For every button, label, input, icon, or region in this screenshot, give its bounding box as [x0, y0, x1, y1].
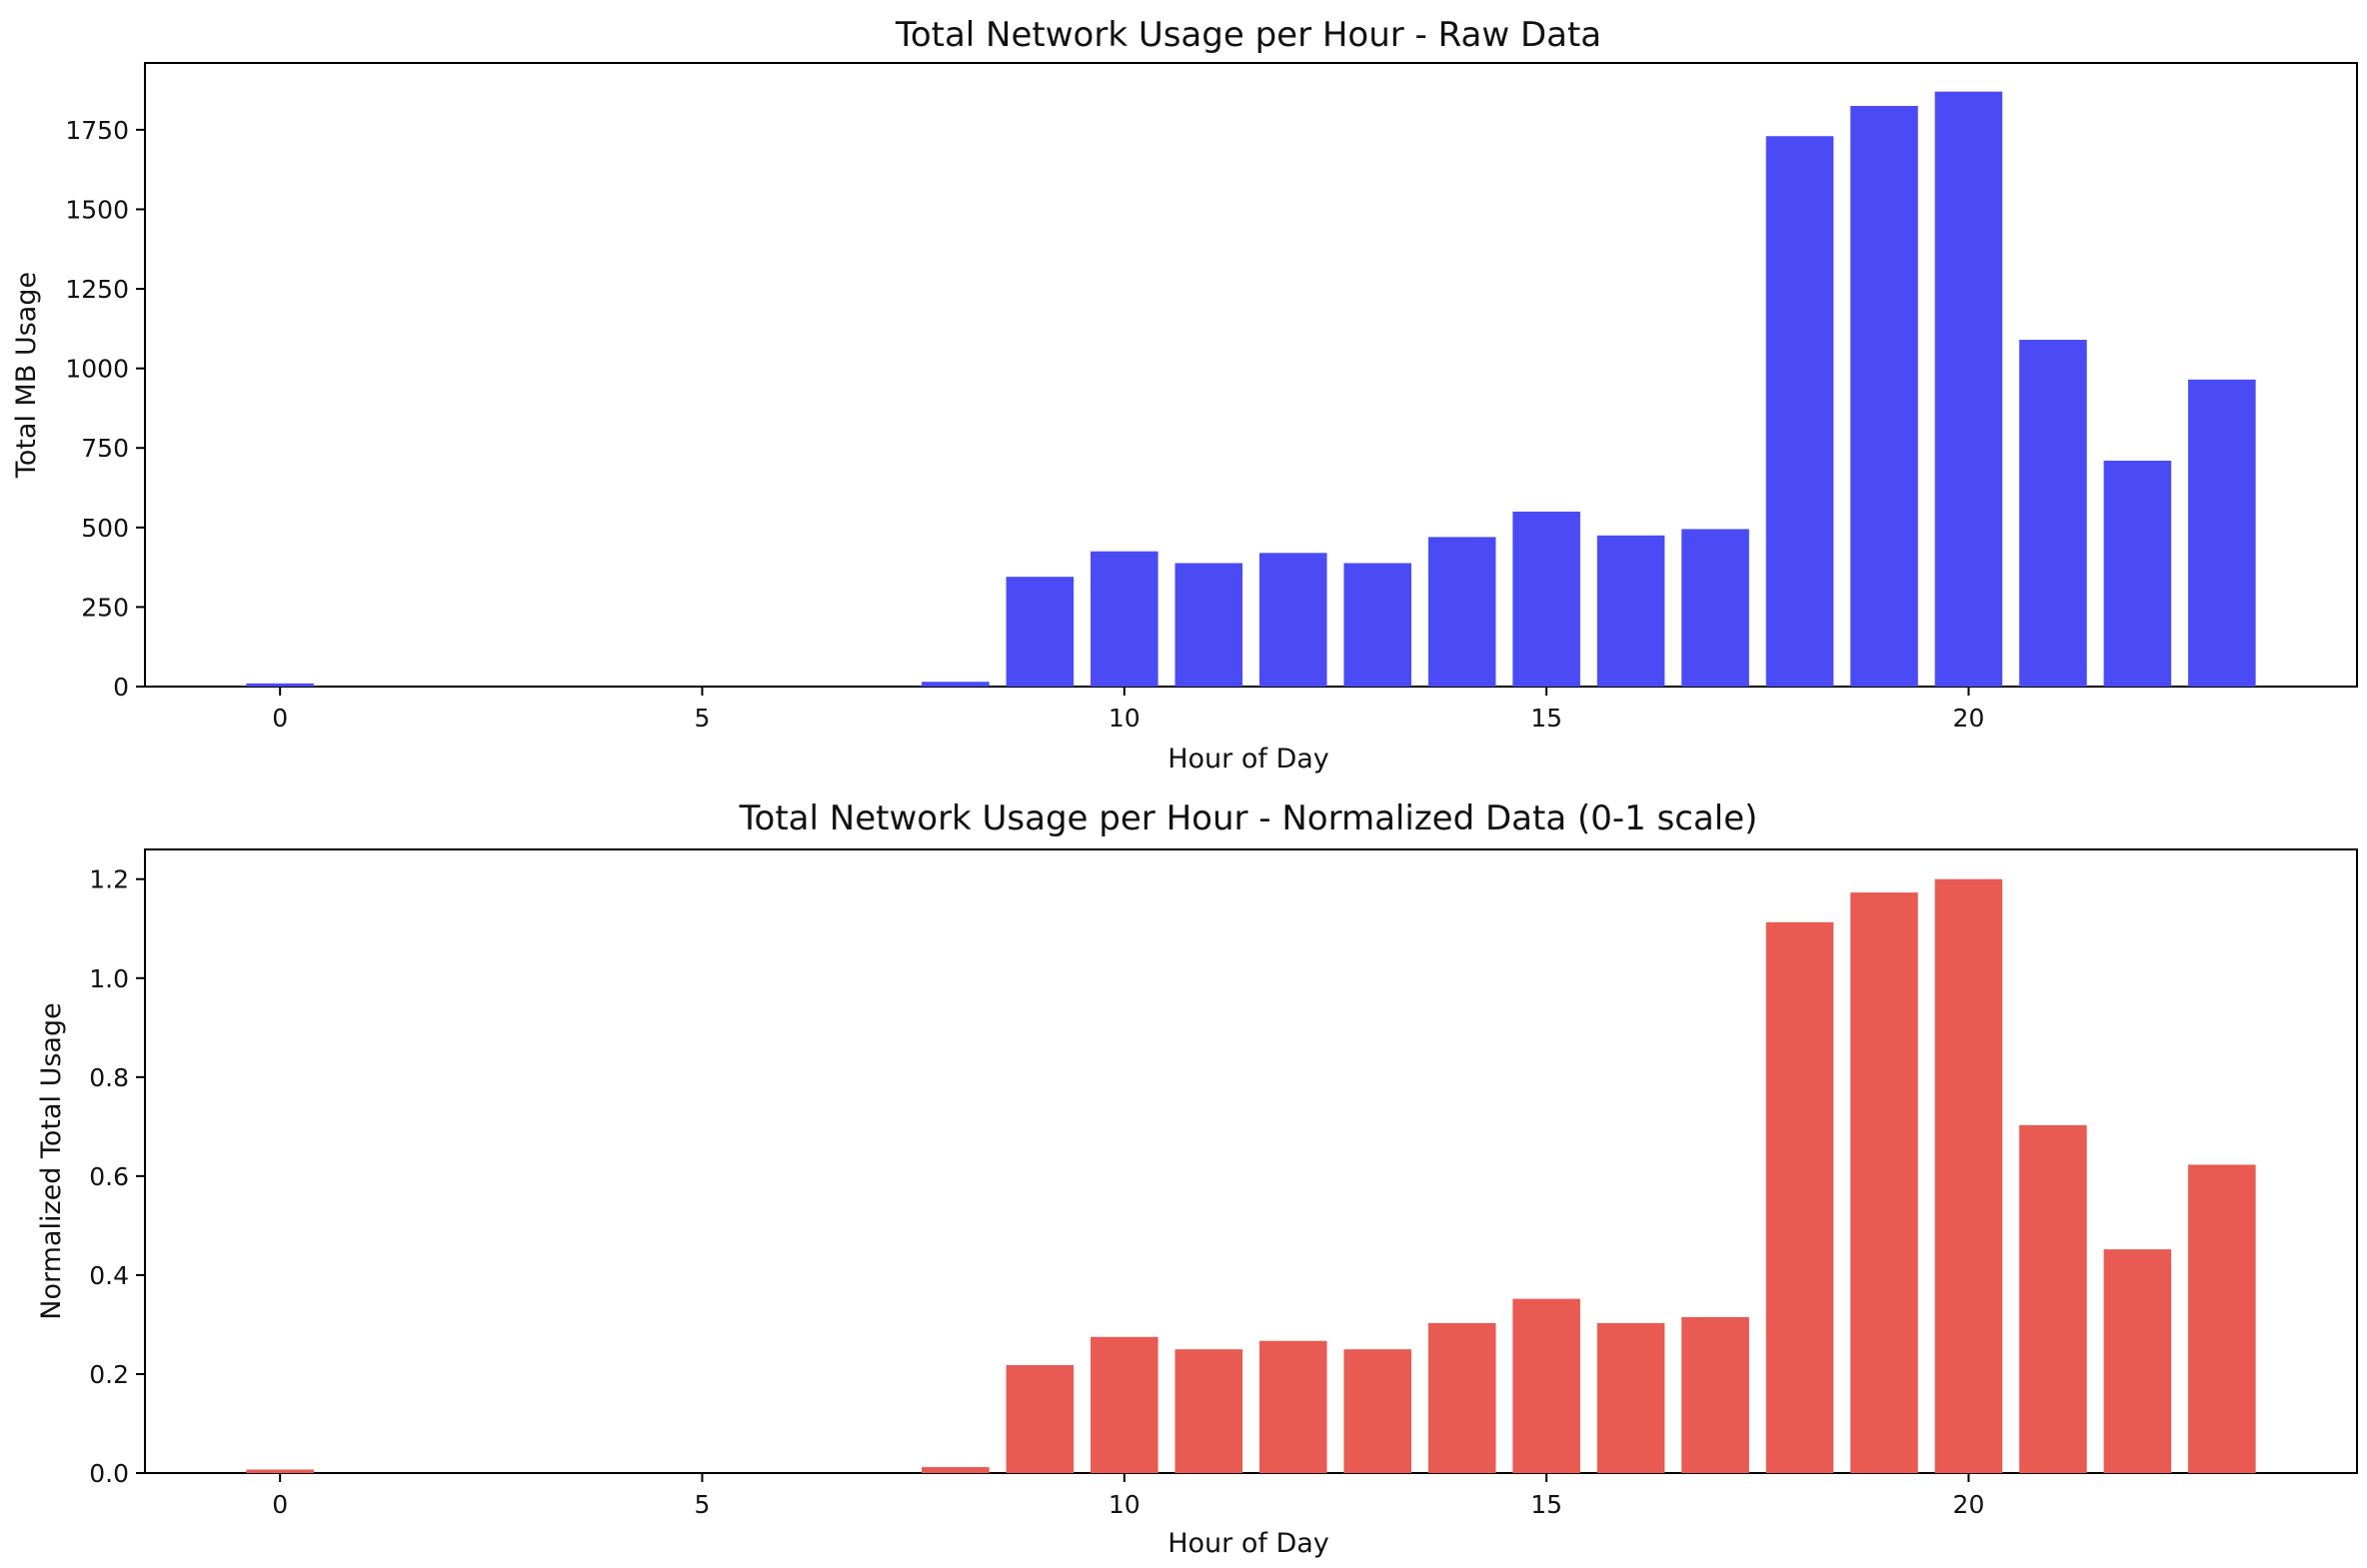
- bar-hour-9: [1006, 577, 1075, 687]
- y-tick-label: 500: [81, 514, 129, 543]
- x-axis-ticks: 0 5 10 15 20: [272, 1473, 1984, 1519]
- y-tick-label: 1750: [65, 116, 129, 145]
- bar-hour-16: [1596, 1322, 1665, 1473]
- y-tick-label: 750: [81, 434, 129, 463]
- chart-title: Total Network Usage per Hour - Raw Data: [895, 15, 1601, 55]
- bar-hour-14: [1427, 537, 1496, 687]
- y-tick-label: 1250: [65, 275, 129, 304]
- bar-hour-0: [246, 683, 314, 687]
- chart-title: Total Network Usage per Hour - Normalize…: [739, 798, 1758, 838]
- bar-series: [246, 878, 2256, 1473]
- bar-hour-19: [1850, 105, 1918, 688]
- bar-hour-13: [1343, 563, 1411, 687]
- y-tick-label: 0.4: [89, 1261, 129, 1290]
- bar-hour-23: [2188, 379, 2256, 687]
- bar-hour-17: [1681, 1317, 1749, 1473]
- x-tick-label: 10: [1109, 704, 1141, 733]
- y-tick-label: 1.2: [89, 865, 129, 894]
- plot-frame: [144, 848, 2358, 1474]
- x-tick-label: 5: [695, 704, 711, 733]
- y-tick-label: 0.0: [89, 1459, 129, 1488]
- y-tick-label: 0: [113, 673, 129, 702]
- x-tick-label: 0: [272, 704, 288, 733]
- y-tick-label: 1000: [65, 355, 129, 384]
- x-tick-label: 10: [1109, 1490, 1141, 1519]
- bar-hour-10: [1091, 1336, 1159, 1473]
- bar-hour-22: [2103, 460, 2172, 687]
- y-tick-label: 250: [81, 593, 129, 622]
- y-tick-label: 0.8: [89, 1063, 129, 1092]
- bar-hour-18: [1765, 921, 1834, 1473]
- bar-hour-9: [1006, 1365, 1075, 1473]
- bar-hour-14: [1427, 1322, 1496, 1473]
- bar-hour-21: [2019, 1124, 2087, 1473]
- y-axis-label: Total MB Usage: [11, 272, 42, 479]
- x-axis-label: Hour of Day: [1168, 1528, 1329, 1559]
- x-tick-label: 15: [1530, 1490, 1562, 1519]
- bar-hour-12: [1258, 1340, 1327, 1473]
- raw-usage-chart: Total Network Usage per Hour - Raw Data …: [11, 15, 2358, 775]
- y-tick-label: 0.2: [89, 1360, 129, 1389]
- x-axis-label: Hour of Day: [1168, 744, 1329, 775]
- bar-hour-21: [2019, 339, 2087, 687]
- bar-hour-0: [246, 1469, 314, 1473]
- bar-hour-20: [1934, 91, 2003, 687]
- y-tick-label: 1500: [65, 195, 129, 224]
- y-tick-label: 1.0: [89, 964, 129, 993]
- x-tick-label: 5: [695, 1490, 711, 1519]
- bar-hour-22: [2103, 1249, 2172, 1473]
- bar-hour-10: [1091, 551, 1159, 687]
- y-axis-ticks: 0 250 500 750 1000 1250 1500 1750: [65, 116, 145, 702]
- bar-hour-15: [1512, 511, 1580, 687]
- bar-hour-16: [1596, 535, 1665, 687]
- bar-series: [246, 91, 2256, 688]
- bar-hour-17: [1681, 529, 1749, 687]
- bar-hour-12: [1258, 553, 1327, 687]
- bar-hour-8: [922, 682, 990, 687]
- bar-hour-13: [1343, 1349, 1411, 1473]
- x-tick-label: 20: [1953, 704, 1985, 733]
- x-axis-ticks: 0 5 10 15 20: [272, 687, 1984, 733]
- y-tick-label: 0.6: [89, 1162, 129, 1191]
- bar-hour-19: [1850, 892, 1918, 1473]
- bar-hour-18: [1765, 136, 1834, 688]
- bar-hour-11: [1175, 563, 1243, 687]
- bar-hour-23: [2188, 1164, 2256, 1473]
- plot-frame: [144, 62, 2358, 688]
- y-axis-ticks: 0.0 0.2 0.4 0.6 0.8 1.0 1.2: [89, 865, 145, 1488]
- x-tick-label: 20: [1953, 1490, 1985, 1519]
- y-axis-label: Normalized Total Usage: [36, 1002, 67, 1319]
- bar-hour-8: [922, 1467, 990, 1473]
- bar-hour-11: [1175, 1349, 1243, 1473]
- bar-hour-20: [1934, 878, 2003, 1473]
- x-tick-label: 15: [1530, 704, 1562, 733]
- bar-hour-15: [1512, 1298, 1580, 1473]
- normalized-usage-chart: Total Network Usage per Hour - Normalize…: [36, 798, 2358, 1559]
- x-tick-label: 0: [272, 1490, 288, 1519]
